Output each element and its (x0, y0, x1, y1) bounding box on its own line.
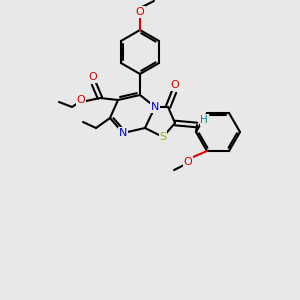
Text: N: N (119, 128, 127, 138)
Text: O: O (184, 157, 192, 167)
Text: N: N (151, 102, 159, 112)
Text: N: N (151, 102, 159, 112)
Text: O: O (88, 72, 98, 82)
Text: N: N (119, 128, 127, 138)
Text: S: S (159, 132, 167, 142)
Text: H: H (200, 115, 208, 125)
Text: S: S (159, 132, 167, 142)
Text: O: O (171, 80, 179, 90)
Text: O: O (136, 7, 144, 17)
Text: O: O (76, 95, 85, 105)
